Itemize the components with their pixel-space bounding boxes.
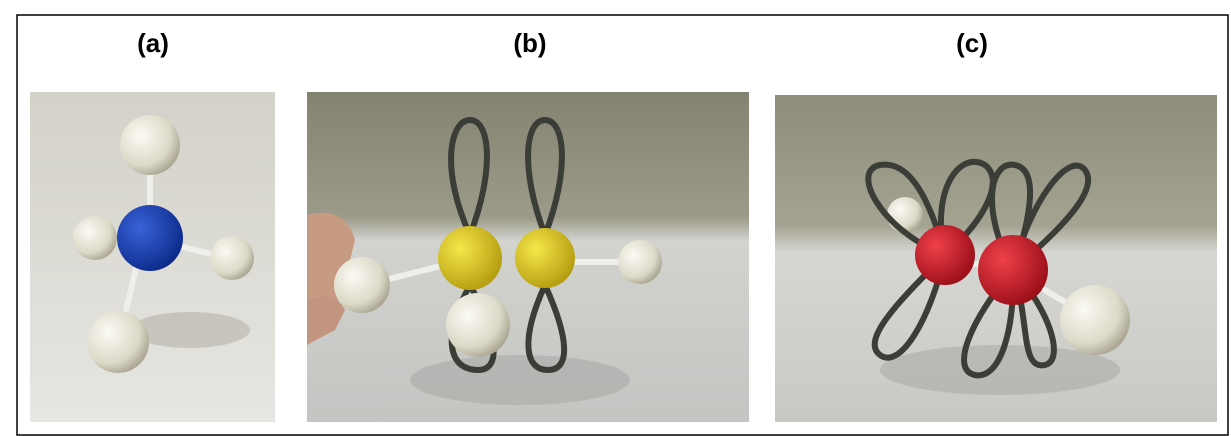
panel-label: (a) <box>137 28 169 58</box>
figure: (a) (b) (c) <box>0 0 1231 436</box>
panel-label: (c) <box>956 28 988 58</box>
photo-c <box>775 95 1217 422</box>
panel-label: (b) <box>513 28 546 58</box>
photo-b <box>307 92 749 422</box>
photo-a <box>30 92 275 422</box>
